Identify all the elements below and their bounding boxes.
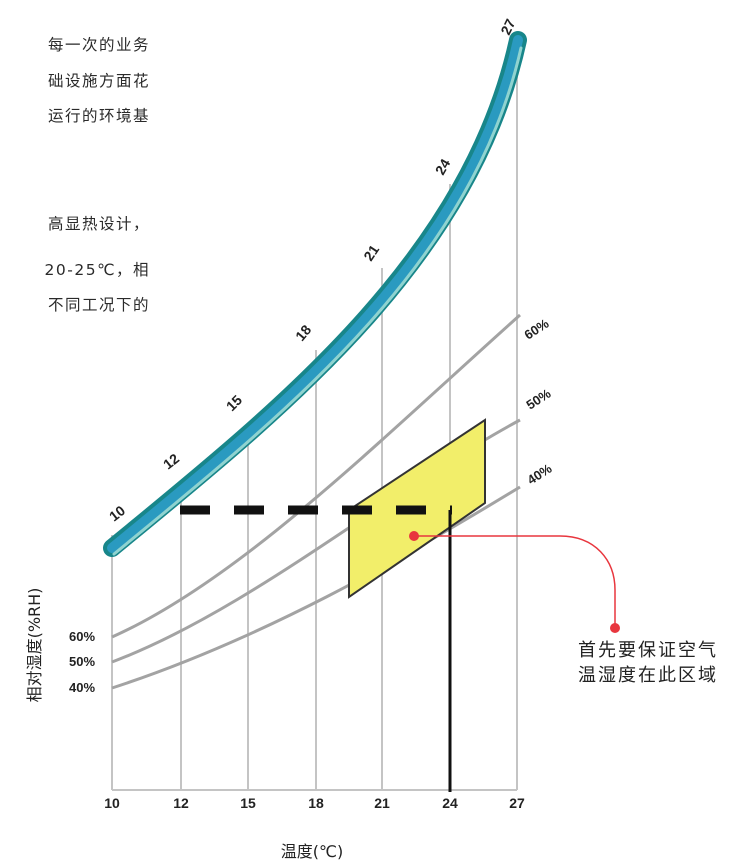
- x-tick-labels: 10 12 15 18 21 24 27: [104, 795, 525, 811]
- saturation-band-inner: [112, 46, 523, 556]
- rh-curve-60: [111, 313, 521, 639]
- text-fragment: 不同工况下的: [47, 296, 150, 314]
- pointer-end-dot: [610, 623, 620, 633]
- saturation-tick-label: 27: [497, 16, 518, 37]
- text-fragment: 每一次的业务: [47, 36, 150, 54]
- rh-labels-right: 60% 50% 40%: [521, 316, 554, 488]
- x-tick-label: 27: [509, 795, 525, 811]
- rh-label-right: 40%: [524, 461, 554, 488]
- saturation-band-mid: [107, 35, 523, 553]
- x-tick-label: 15: [240, 795, 256, 811]
- saturation-tick-label: 10: [106, 502, 128, 524]
- rh-label-left: 40%: [69, 680, 95, 695]
- rh-label-right: 50%: [523, 386, 553, 413]
- annotation-pointer: [409, 531, 620, 633]
- saturation-tick-label: 24: [432, 156, 454, 178]
- saturation-tick-label: 12: [160, 450, 182, 472]
- x-tick-label: 21: [374, 795, 390, 811]
- text-fragment: 础设施方面花: [47, 72, 150, 90]
- rh-label-right: 60%: [521, 316, 551, 343]
- annotation-line: 首先要保证空气: [578, 640, 718, 661]
- pointer-start-dot: [409, 531, 419, 541]
- x-tick-label: 10: [104, 795, 120, 811]
- text-fragment: 高显热设计，: [47, 215, 150, 233]
- rh-curve-40: [111, 485, 521, 690]
- rh-label-left: 50%: [69, 654, 95, 669]
- annotation-line: 温湿度在此区域: [578, 665, 718, 686]
- vertical-gridlines: [111, 50, 518, 791]
- x-tick-label: 12: [173, 795, 189, 811]
- x-axis-title: 温度(℃): [281, 842, 343, 861]
- annotation-note: 首先要保证空气 温湿度在此区域: [578, 638, 718, 688]
- rh-label-left: 60%: [69, 629, 95, 644]
- y-axis-title: 相对湿度(%RH): [25, 588, 44, 703]
- saturation-tick-label: 21: [360, 242, 382, 264]
- text-fragment: 运行的环境基: [47, 107, 150, 125]
- saturation-tick-label: 15: [223, 392, 245, 414]
- saturation-tick-label: 18: [292, 322, 314, 344]
- rh-labels-left: 60% 50% 40%: [69, 629, 95, 695]
- x-tick-label: 24: [442, 795, 458, 811]
- saturation-curve: [103, 31, 527, 557]
- text-fragment: 20-25℃，相: [44, 261, 150, 279]
- pointer-line: [414, 535, 616, 626]
- x-tick-label: 18: [308, 795, 324, 811]
